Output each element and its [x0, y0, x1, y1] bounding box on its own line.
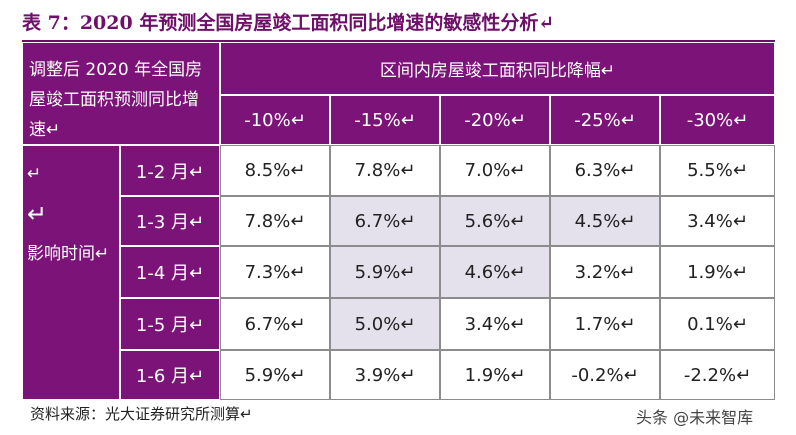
- table-cell: 3.4%↵: [440, 298, 550, 350]
- watermark: 头条 @未来智库: [636, 408, 754, 427]
- table-cell: 1.7%↵: [550, 298, 660, 350]
- group-header: 区间内房屋竣工面积同比降幅↵: [220, 42, 775, 95]
- table-cell: 6.7%↵: [330, 196, 440, 246]
- table-cell: -2.2%↵: [660, 350, 775, 400]
- table-cell: 7.3%↵: [220, 246, 330, 298]
- table-cell: 8.5%↵: [220, 145, 330, 196]
- table-cell: 5.9%↵: [330, 246, 440, 298]
- row-group-text: 影响时间↵: [27, 244, 110, 264]
- table-cell: 5.5%↵: [660, 145, 775, 196]
- table-cell: 6.3%↵: [550, 145, 660, 196]
- table-cell: 6.7%↵: [220, 298, 330, 350]
- row-group-text: ↵: [27, 200, 48, 228]
- column-header: -15%↵: [330, 95, 440, 145]
- table-cell: 7.8%↵: [220, 196, 330, 246]
- table-cell: 3.4%↵: [660, 196, 775, 246]
- column-header: -20%↵: [440, 95, 550, 145]
- title-rule: [22, 40, 775, 42]
- table-title: 表 7：2020 年预测全国房屋竣工面积同比增速的敏感性分析↵: [22, 12, 555, 34]
- corner-header: 调整后 2020 年全国房屋竣工面积预测同比增速↵: [22, 42, 220, 145]
- table-cell: 1.9%↵: [660, 246, 775, 298]
- row-label: 1-2 月↵: [120, 145, 220, 196]
- table-cell: 3.2%↵: [550, 246, 660, 298]
- table-cell: 5.9%↵: [220, 350, 330, 400]
- table-cell: 5.6%↵: [440, 196, 550, 246]
- table-cell: 0.1%↵: [660, 298, 775, 350]
- column-header: -25%↵: [550, 95, 660, 145]
- source-note: 资料来源：光大证券研究所测算↵: [30, 405, 253, 423]
- row-label: 1-4 月↵: [120, 246, 220, 298]
- row-group-text: ↵: [27, 164, 42, 184]
- table-cell: 4.5%↵: [550, 196, 660, 246]
- column-header: -10%↵: [220, 95, 330, 145]
- table-cell: 7.0%↵: [440, 145, 550, 196]
- table-cell: 1.9%↵: [440, 350, 550, 400]
- table-cell: 5.0%↵: [330, 298, 440, 350]
- row-label: 1-5 月↵: [120, 298, 220, 350]
- row-group: ↵ ↵ 影响时间↵: [22, 145, 120, 400]
- row-label: 1-3 月↵: [120, 196, 220, 246]
- table-cell: 3.9%↵: [330, 350, 440, 400]
- table-cell: -0.2%↵: [550, 350, 660, 400]
- table-cell: 7.8%↵: [330, 145, 440, 196]
- table-cell: 4.6%↵: [440, 246, 550, 298]
- row-label: 1-6 月↵: [120, 350, 220, 400]
- column-header: -30%↵: [660, 95, 775, 145]
